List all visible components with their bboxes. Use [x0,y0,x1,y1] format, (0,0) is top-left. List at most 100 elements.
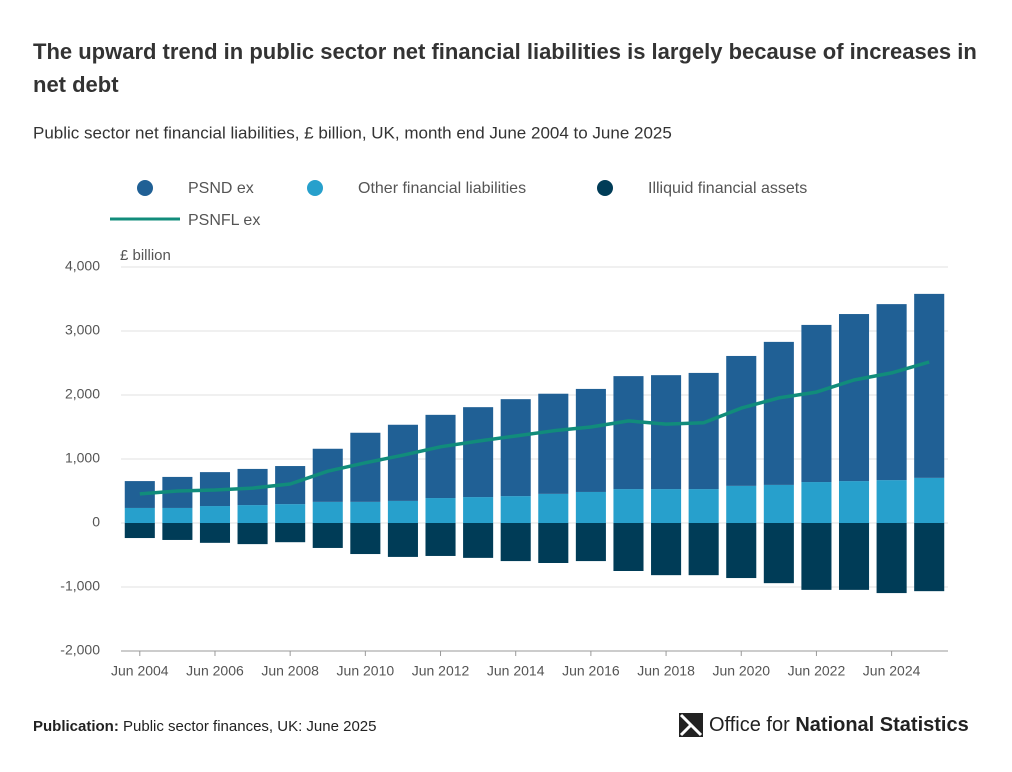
bar [237,505,268,523]
bar [500,496,531,523]
bar [838,314,870,482]
chart-subtitle: Public sector net financial liabilities,… [33,123,672,142]
bar [425,498,456,523]
x-tick-label: Jun 2010 [337,663,395,679]
x-tick-label: Jun 2004 [111,663,169,679]
bar [425,414,456,499]
chart-title: The upward trend in public sector net fi… [33,39,977,97]
bar [275,504,306,523]
bar [688,489,719,523]
bar [199,506,231,523]
legend-label: PSNFL ex [188,212,260,229]
x-tick-label: Jun 2024 [863,663,921,679]
bar [387,424,418,501]
y-tick-label: 0 [92,514,100,530]
line [139,360,930,496]
bar [801,324,832,483]
legend-label: Illiquid financial assets [648,180,807,197]
bar [237,523,268,545]
bar [575,491,606,523]
bar [538,523,569,563]
bar [914,523,945,592]
bar [387,500,418,523]
bar [651,489,682,523]
bar [914,293,945,478]
bar [688,523,719,576]
x-tick-label: Jun 2016 [562,663,620,679]
legend-swatch [137,180,153,196]
y-tick-label: -2,000 [60,642,100,658]
bar [162,507,193,523]
bar [838,481,870,523]
x-tick-label: Jun 2020 [712,663,770,679]
bar [801,482,832,523]
bar [726,355,757,486]
ons-logo: Office for National Statistics [679,713,969,737]
y-tick-label: -1,000 [60,578,100,594]
bar [613,376,644,490]
legend-label: PSND ex [188,180,254,197]
bar [350,432,381,502]
y-tick-label: 2,000 [65,386,100,402]
publication: Public sector finances, UK: June 2025 [123,718,376,735]
bar [463,407,494,498]
y-tick-label: 4,000 [65,258,100,274]
bar [463,497,494,523]
x-tick-label: Jun 2006 [186,663,244,679]
bar [876,480,907,523]
bar [124,507,155,523]
bar [763,341,794,485]
x-tick-label: Jun 2022 [788,663,846,679]
bar [350,501,381,523]
bar [763,523,794,584]
bar [838,523,870,590]
logo-light: Office for [709,714,790,736]
footer: Publication: Public sector finances, UK:… [33,718,377,735]
bar [463,523,494,558]
y-tick-label: 1,000 [65,450,100,466]
bar [688,372,719,490]
bar [500,523,531,562]
bar [726,485,757,523]
bar [312,523,343,548]
legend-swatch [307,180,323,196]
publication-label: Publication: [33,718,119,735]
bar [801,523,832,590]
legend-swatch [597,180,613,196]
bar [726,523,757,579]
title-line: The upward trend in public sector net fi… [33,39,977,64]
bar [914,477,945,523]
bar [613,523,644,571]
bar [312,501,343,523]
bar [162,523,193,540]
bar [876,523,907,594]
bar [575,523,606,562]
bar [199,523,231,543]
logo-mark [679,713,703,737]
bar [538,393,569,494]
bar [387,523,418,557]
bar [613,489,644,523]
bar [651,375,682,490]
bar [425,523,456,556]
bar [763,484,794,523]
bar [275,523,306,543]
bar [876,304,907,481]
bar [651,523,682,576]
legend-label: Other financial liabilities [358,180,526,197]
x-tick-label: Jun 2014 [487,663,545,679]
x-tick-label: Jun 2012 [412,663,470,679]
title-line: net debt [33,72,119,97]
bar [124,523,155,539]
x-tick-label: Jun 2018 [637,663,695,679]
bar [575,388,606,492]
logo-text: Office for National Statistics [709,714,969,736]
y-tick-label: 3,000 [65,322,100,338]
bar [500,399,531,497]
bar [350,523,381,555]
y-axis-label: £ billion [120,247,171,264]
bar [538,493,569,523]
x-tick-label: Jun 2008 [261,663,319,679]
